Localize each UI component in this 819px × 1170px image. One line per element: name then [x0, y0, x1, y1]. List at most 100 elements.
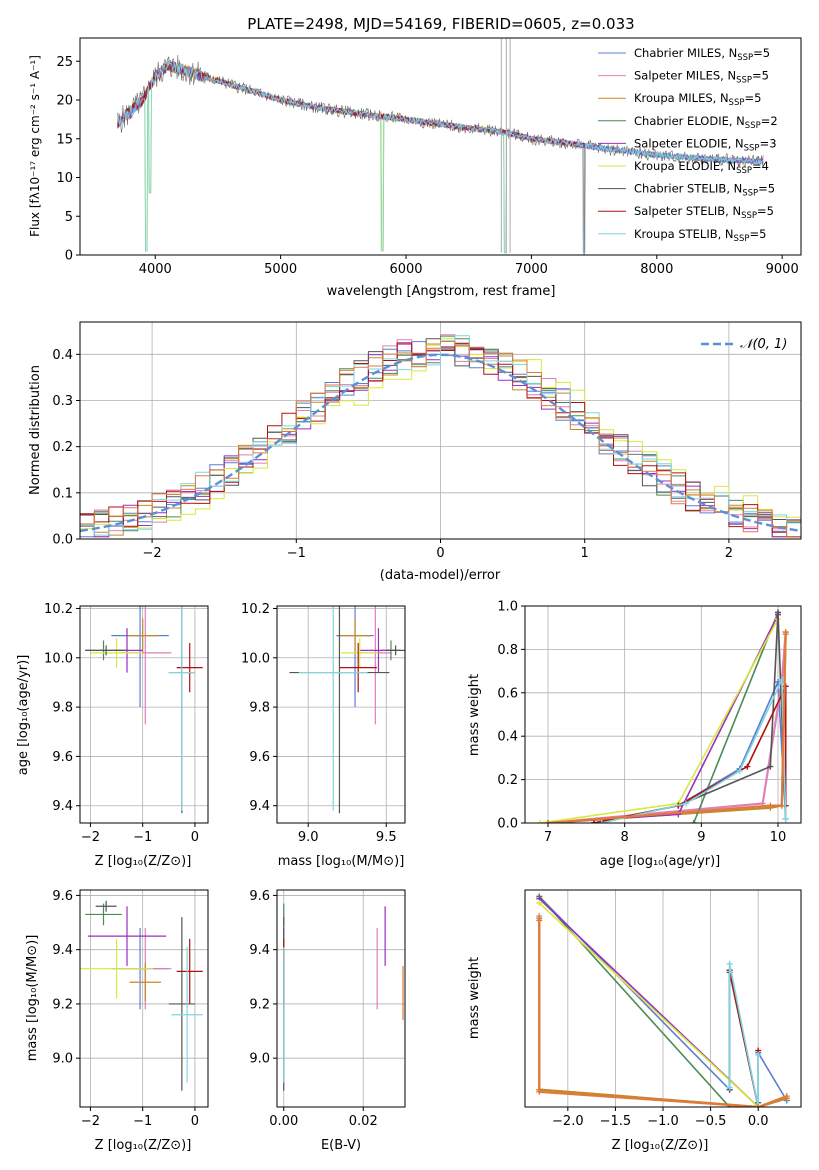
weight_vs_z-marker-orange_extra [536, 1088, 543, 1095]
weight_vs_age-frame: 7 8 9 10 0.0 0.2 0.4 0.6 0.8 1.0 [497, 600, 802, 845]
mass_vs_ebv-axes: 0.00 0.02 9.0 9.2 9.4 9.6 [249, 889, 406, 1129]
weight_vs_z-marker-orange_extra [755, 1104, 762, 1107]
spectrum-legend-tail: =3 [760, 136, 777, 150]
mass_vs_ebv-xtick-label: 0.02 [349, 1114, 378, 1129]
weight_vs_age-marker-kroupa_stelib [782, 815, 789, 822]
weight_vs_z-xtick-label: −2.0 [552, 1114, 584, 1129]
residuals-xlabel: (data-model)/error [380, 568, 501, 583]
mass_vs_z-content [80, 900, 203, 1091]
spectrum-legend-tail: =5 [757, 204, 774, 218]
residuals-xtick-label: 0 [436, 546, 444, 561]
weight_vs_age-marker-salpeter_stelib [591, 820, 597, 823]
spectrum-legend-tail: =5 [744, 91, 761, 105]
residuals-xtick-label: −1 [287, 546, 306, 561]
residual-histogram-orange_extra [80, 341, 801, 538]
spectrum-legend-tail: =5 [753, 46, 770, 60]
weight_vs_age-ytick-label: 0.4 [497, 730, 518, 745]
mass-vs-z-xlabel: Z [log₁₀(Z/Z⊙)] [95, 1138, 192, 1153]
age_vs_z-xtick-label: 0 [191, 830, 199, 845]
weight-vs-z-ylabel: mass weight [467, 957, 482, 1039]
spectrum-legend-tail: =5 [749, 227, 766, 241]
weight_vs_age-marker-kroupa_stelib [736, 767, 743, 774]
weight_vs_age-ytick-label: 0.8 [497, 643, 518, 658]
weight_vs_z-marker-orange_extra [783, 1093, 790, 1100]
spectrum-spines [79, 37, 802, 256]
spectrum-xtick-label: 8000 [640, 262, 673, 277]
spectrum-legend-sub: SSP [744, 143, 760, 153]
weight_vs_age-marker-orange_extra [767, 802, 774, 809]
age_vs_mass-ytick-label: 9.6 [249, 750, 270, 765]
residuals-xtick-label: 1 [581, 546, 589, 561]
residual-normal-curve [80, 353, 801, 533]
weight_vs_age-marker-orange_extra [782, 631, 789, 638]
weight_vs_age-line-orange_extra [547, 634, 787, 823]
age_vs_mass-spines [276, 605, 406, 824]
spectrum-legend-label-kroupa_elodie: Kroupa ELODIE, NSSP=4 [634, 159, 769, 176]
weight-vs-z-xlabel: Z [log₁₀(Z/Z⊙)] [612, 1138, 709, 1153]
age_vs_mass-ytick-label: 9.4 [249, 799, 270, 814]
weight_vs_z-content [536, 893, 790, 1107]
age_vs_mass-ytick-label: 9.8 [249, 701, 270, 716]
spectrum-xlabel: wavelength [Angstrom, rest frame] [327, 284, 556, 299]
weight_vs_age-marker-chabrier_stelib [767, 763, 774, 770]
spectrum-ytick-label: 25 [56, 55, 73, 70]
age_vs_z-ytick-label: 10.2 [44, 602, 73, 617]
weight_vs_age-marker-kroupa_elodie [537, 820, 544, 823]
age_vs_mass-xtick-label: 9.5 [376, 830, 397, 845]
spectrum-ytick-label: 20 [56, 94, 73, 109]
weight_vs_z-marker-kroupa_stelib [726, 960, 733, 967]
age_vs_z-frame: −2 −1 0 9.4 9.6 9.8 10.0 10.2 [44, 602, 209, 845]
residual-histogram-kroupa_stelib [80, 335, 801, 536]
plots-layer: 4000 5000 6000 7000 8000 90000510152025Chabri… [44, 37, 802, 1129]
weight_vs_age-marker-kroupa_stelib [683, 800, 689, 807]
weight_vs_z-xtick-label: 0.0 [748, 1114, 769, 1129]
weight_vs_age-marker-salpeter_stelib [744, 763, 751, 770]
spectrum-content [117, 38, 764, 255]
mass_vs_z-ytick-label: 9.0 [52, 1052, 73, 1067]
age_vs_z-ytick-label: 9.4 [52, 799, 73, 814]
age_vs_z-spines [79, 605, 209, 824]
residuals-axes: −2 −1 0 1 2 0.0 0.1 0.2 0.3 0.4 𝒩(0, 1) [52, 321, 802, 561]
mass_vs_z-ytick-label: 9.4 [52, 943, 73, 958]
spectrum-xtick-label: 6000 [389, 262, 422, 277]
weight_vs_age-xtick-label: 7 [544, 830, 552, 845]
spectrum-legend-label-salpeter_stelib: Salpeter STELIB, NSSP=5 [634, 204, 774, 221]
weight_vs_age-line-chabrier_elodie [692, 612, 779, 823]
weight_vs_z-marker-kroupa_elodie [536, 900, 543, 907]
weight_vs_age-ytick-label: 0.6 [497, 686, 518, 701]
mass-vs-z-ylabel: mass [log₁₀(M/M⊙)] [25, 935, 40, 1062]
residuals-ytick-label: 0.2 [52, 440, 73, 455]
weight_vs_age-xtick-label: 10 [770, 830, 787, 845]
spectrum-legend-tail: =2 [761, 114, 778, 128]
mass_vs_z-spines [79, 889, 209, 1108]
spectrum-legend-sub: SSP [742, 189, 758, 199]
mass_vs_ebv-ytick-label: 9.0 [249, 1052, 270, 1067]
age_vs_z-axes: −2 −1 0 9.4 9.6 9.8 10.0 10.2 [44, 602, 209, 845]
mass_vs_ebv-frame: 0.00 0.02 9.0 9.2 9.4 9.6 [249, 889, 406, 1129]
spectrum-title: PLATE=2498, MJD=54169, FIBERID=0605, z=0… [247, 15, 634, 33]
weight_vs_z-xtick-label: −1.0 [647, 1114, 679, 1129]
residuals-frame: −2 −1 0 1 2 0.0 0.1 0.2 0.3 0.4 𝒩(0, 1) [52, 321, 802, 561]
weight_vs_age-xtick-label: 9 [697, 830, 705, 845]
spectrum-legend-sub: SSP [734, 234, 750, 244]
residuals-content [80, 334, 801, 538]
spectrum-legend-label-kroupa_stelib: Kroupa STELIB, NSSP=5 [634, 227, 766, 244]
age_vs_mass-axes: 9.0 9.5 9.4 9.6 9.8 10.0 10.2 [241, 602, 406, 845]
age_vs_z-content [85, 606, 203, 814]
mass_vs_ebv-spines [276, 889, 406, 1108]
weight_vs_z-marker-kroupa_stelib [755, 1051, 762, 1058]
spectrum-series-kroupa_stelib [117, 60, 764, 254]
mass_vs_z-frame: −2 −1 0 9.0 9.2 9.4 9.6 [52, 889, 209, 1129]
weight_vs_age-marker-chabrier_stelib [775, 609, 781, 616]
spectrum-ylabel: Flux [fλ10⁻¹⁷ erg cm⁻² s⁻¹ A⁻¹] [28, 55, 42, 237]
weight_vs_z-marker-kroupa_stelib [726, 1084, 733, 1091]
residuals-ytick-label: 0.0 [52, 533, 73, 548]
mass_vs_z-ytick-label: 9.2 [52, 997, 73, 1012]
spectrum-legend-sub: SSP [736, 76, 752, 86]
weight_vs_z-line-kroupa_elodie [538, 902, 759, 1107]
age_vs_mass-xtick-label: 9.0 [298, 830, 319, 845]
spectrum-legend-label-chabrier_miles: Chabrier MILES, NSSP=5 [634, 46, 770, 63]
age-vs-mass-xlabel: mass [log₁₀(M/M⊙)] [278, 854, 405, 869]
mass_vs_z-xtick-label: −1 [133, 1114, 152, 1129]
